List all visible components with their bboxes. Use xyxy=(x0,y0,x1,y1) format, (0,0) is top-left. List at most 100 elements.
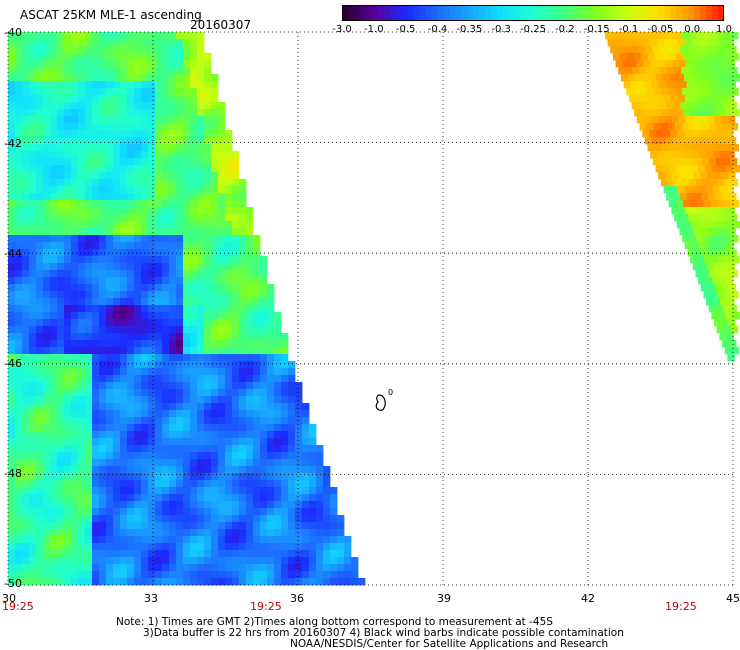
footnote-line-3: NOAA/NESDIS/Center for Satellite Applica… xyxy=(290,638,609,650)
colorbar-label: -0.35 xyxy=(456,24,483,35)
colorbar-segment xyxy=(646,5,653,21)
lat-tick-40: -40 xyxy=(4,26,22,39)
colorbar-label: -0.05 xyxy=(647,24,674,35)
colorbar-segment xyxy=(527,5,534,21)
colorbar-segment xyxy=(580,5,588,21)
colorbar-segment xyxy=(628,5,636,21)
colorbar-segment xyxy=(533,5,540,21)
colorbar-segment xyxy=(485,5,492,21)
colorbar-label: -0.3 xyxy=(491,24,511,35)
lat-tick-42: -42 xyxy=(4,137,22,150)
colorbar-segment xyxy=(688,5,695,21)
product-title: ASCAT 25KM MLE-1 ascending xyxy=(20,8,202,22)
lat-tick-48: -48 xyxy=(4,467,22,480)
colorbar-labels: -3.0 -1.0 -0.5 -0.4 -0.35 -0.3 -0.25 -0.2 -0.15-… xyxy=(330,24,740,38)
colorbar-segment xyxy=(419,5,427,21)
lat-tick-44: -44 xyxy=(4,247,22,260)
time-label-right: 19:25 xyxy=(665,600,697,613)
colorbar-segment xyxy=(353,5,361,21)
colorbar-segment xyxy=(664,5,671,21)
lat-tick-50: -50 xyxy=(4,577,22,590)
colorbar-segment xyxy=(544,5,552,21)
colorbar-label: -0.2 xyxy=(555,24,575,35)
colorbar-segment xyxy=(431,5,439,21)
lon-tick-39: 39 xyxy=(437,592,451,605)
colorbar-segment xyxy=(640,5,648,21)
colorbar-segment xyxy=(616,5,624,21)
colorbar-segment xyxy=(503,5,510,21)
colorbar-segment xyxy=(694,5,701,21)
colorbar-segment xyxy=(497,5,504,21)
contour-label: 0 xyxy=(388,388,393,397)
colorbar-segment xyxy=(718,5,724,21)
colorbar-segment xyxy=(467,5,474,21)
colorbar-segment xyxy=(556,5,564,21)
colorbar-segment xyxy=(359,5,367,21)
colorbar-segment xyxy=(479,5,486,21)
time-label-middle: 19:25 xyxy=(250,600,282,613)
colorbar-label: 1.0 xyxy=(716,24,732,35)
colorbar-segment xyxy=(515,5,522,21)
colorbar-segment xyxy=(473,5,480,21)
colorbar xyxy=(342,5,724,21)
colorbar-segment xyxy=(389,5,397,21)
colorbar-label: -1.0 xyxy=(364,24,384,35)
colorbar-segment xyxy=(658,5,665,21)
lon-tick-45: 45 xyxy=(726,592,740,605)
colorbar-segment xyxy=(586,5,594,21)
colorbar-segment xyxy=(622,5,630,21)
lon-tick-30: 30 xyxy=(2,592,16,605)
colorbar-segment xyxy=(407,5,415,21)
colorbar-segment xyxy=(604,5,612,21)
colorbar-segment xyxy=(443,5,451,21)
colorbar-segment xyxy=(383,5,391,21)
colorbar-segment xyxy=(455,5,462,21)
colorbar-segment xyxy=(377,5,385,21)
colorbar-segment xyxy=(652,5,659,21)
colorbar-label: -0.4 xyxy=(427,24,448,35)
lat-tick-46: -46 xyxy=(4,357,22,370)
colorbar-segment xyxy=(574,5,582,21)
swath-right xyxy=(605,32,740,362)
lon-tick-42: 42 xyxy=(581,592,595,605)
colorbar-segment xyxy=(437,5,445,21)
colorbar-label: -0.25 xyxy=(520,24,546,35)
colorbar-segment xyxy=(712,5,719,21)
contour-line xyxy=(375,394,386,411)
colorbar-segment xyxy=(461,5,468,21)
colorbar-label: -0.1 xyxy=(618,24,639,35)
graticule xyxy=(7,31,734,586)
colorbar-segment xyxy=(592,5,600,21)
colorbar-segment xyxy=(634,5,642,21)
colorbar-segment xyxy=(706,5,713,21)
time-label-left: 19:25 xyxy=(2,600,34,613)
colorbar-segment xyxy=(401,5,409,21)
colorbar-label: 0.0 xyxy=(684,24,701,35)
colorbar-segment xyxy=(413,5,421,21)
colorbar-segment xyxy=(562,5,570,21)
colorbar-segment xyxy=(347,5,355,21)
colorbar-segment xyxy=(491,5,498,21)
colorbar-segment xyxy=(676,5,683,21)
footnote-line-1: Note: 1) Times are GMT 2)Times along bot… xyxy=(116,616,553,628)
colorbar-label: -0.15 xyxy=(583,24,610,35)
colorbar-segment xyxy=(395,5,403,21)
swath-left xyxy=(8,32,366,586)
colorbar-segment xyxy=(670,5,677,21)
colorbar-segment xyxy=(550,5,558,21)
colorbar-segment xyxy=(682,5,689,21)
colorbar-segment xyxy=(521,5,528,21)
colorbar-segment xyxy=(538,5,546,21)
colorbar-segment xyxy=(598,5,606,21)
colorbar-segment xyxy=(342,5,349,21)
colorbar-segment xyxy=(700,5,707,21)
colorbar-label: -0.5 xyxy=(395,24,416,35)
colorbar-label: -3.0 xyxy=(332,24,352,35)
colorbar-segment xyxy=(449,5,457,21)
lon-tick-36: 36 xyxy=(290,592,304,605)
colorbar-segment xyxy=(425,5,433,21)
colorbar-segment xyxy=(610,5,618,21)
colorbar-segment xyxy=(365,5,373,21)
lon-tick-33: 33 xyxy=(144,592,158,605)
